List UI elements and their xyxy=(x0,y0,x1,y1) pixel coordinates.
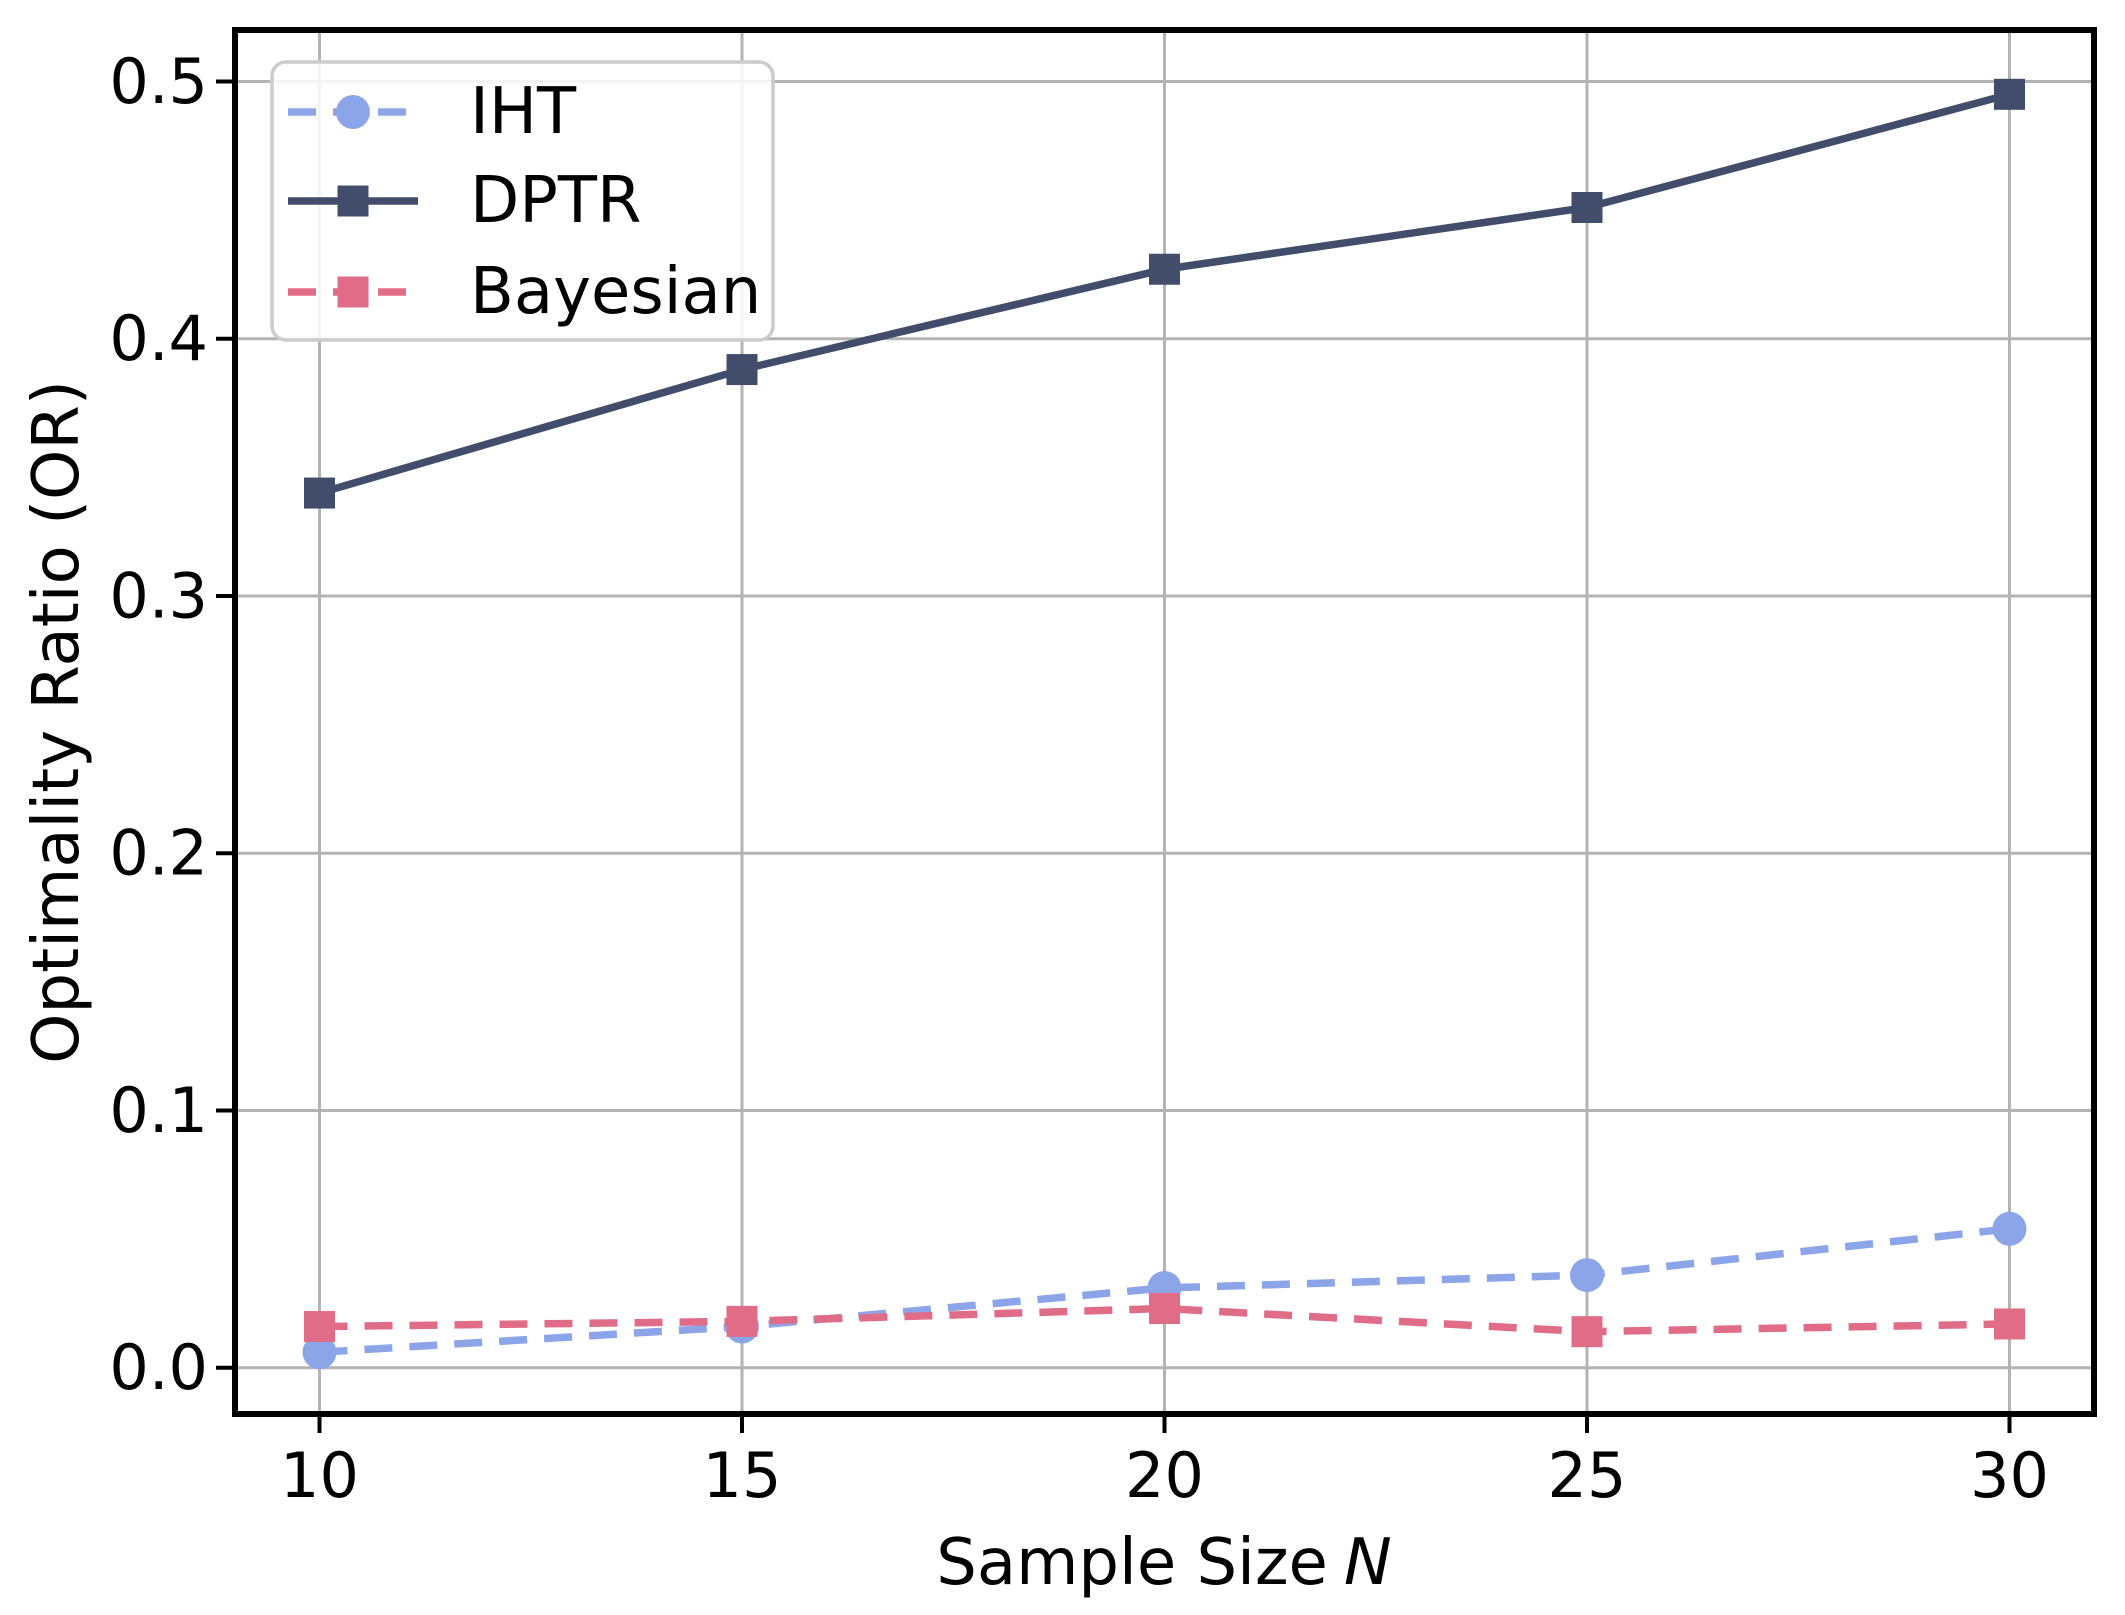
x-tick-label-30: 30 xyxy=(1970,1439,2049,1512)
y-axis-label: Optimality Ratio (OR) xyxy=(20,380,94,1064)
legend-item-Bayesian: Bayesian xyxy=(288,255,761,329)
x-axis-label-text: Sample Size xyxy=(936,1526,1328,1600)
marker-Bayesian-25 xyxy=(1571,1316,1603,1348)
y-tick-label-0.0: 0.0 xyxy=(109,1331,208,1404)
series-Bayesian-line xyxy=(319,1304,2010,1336)
x-tick-label-10: 10 xyxy=(280,1439,359,1512)
y-tick-label-0.4: 0.4 xyxy=(109,302,208,375)
series-IHT-line xyxy=(319,1225,2010,1357)
marker-DPTR-25 xyxy=(1571,192,1603,224)
marker-DPTR-10 xyxy=(304,477,335,509)
legend-box xyxy=(270,60,775,342)
y-tick-label-0.5: 0.5 xyxy=(109,45,208,118)
marker-Bayesian-30 xyxy=(1994,1308,2025,1340)
x-axis-label: Sample Size N xyxy=(936,1526,1392,1600)
x-tick-label-25: 25 xyxy=(1548,1439,1627,1512)
marker-DPTR-15 xyxy=(726,354,758,386)
legend-marker-DPTR xyxy=(337,185,369,217)
y-tick-label-0.1: 0.1 xyxy=(109,1074,208,1147)
legend-label-Bayesian: Bayesian xyxy=(470,255,761,329)
marker-DPTR-20 xyxy=(1149,253,1180,285)
legend-label-IHT: IHT xyxy=(470,75,577,149)
marker-Bayesian-15 xyxy=(726,1305,758,1337)
x-tick-label-20: 20 xyxy=(1125,1439,1204,1512)
axis-ticks xyxy=(216,79,2012,1433)
marker-IHT-30 xyxy=(1992,1211,2027,1246)
x-tick-label-15: 15 xyxy=(703,1439,782,1512)
legend-marker-Bayesian xyxy=(337,276,369,308)
legend-label-DPTR: DPTR xyxy=(470,164,641,238)
legend-item-IHT: IHT xyxy=(288,75,577,149)
marker-IHT-25 xyxy=(1570,1258,1604,1293)
y-tick-label-0.2: 0.2 xyxy=(109,817,208,890)
series-lines xyxy=(302,78,2027,1370)
y-tick-label-0.3: 0.3 xyxy=(109,559,208,632)
marker-DPTR-30 xyxy=(1994,78,2025,110)
legend-marker-IHT xyxy=(336,95,370,129)
marker-Bayesian-10 xyxy=(304,1311,335,1343)
marker-IHT-10 xyxy=(302,1335,337,1370)
x-axis-label-variable: N xyxy=(1344,1526,1392,1600)
marker-Bayesian-20 xyxy=(1149,1293,1180,1325)
legend-item-DPTR: DPTR xyxy=(288,164,641,238)
legend: IHT DPTR Bayesian xyxy=(270,60,775,342)
tick-labels: 10 15 20 25 30 0.0 0.1 0.2 0.3 0.4 0.5 xyxy=(109,45,2049,1512)
